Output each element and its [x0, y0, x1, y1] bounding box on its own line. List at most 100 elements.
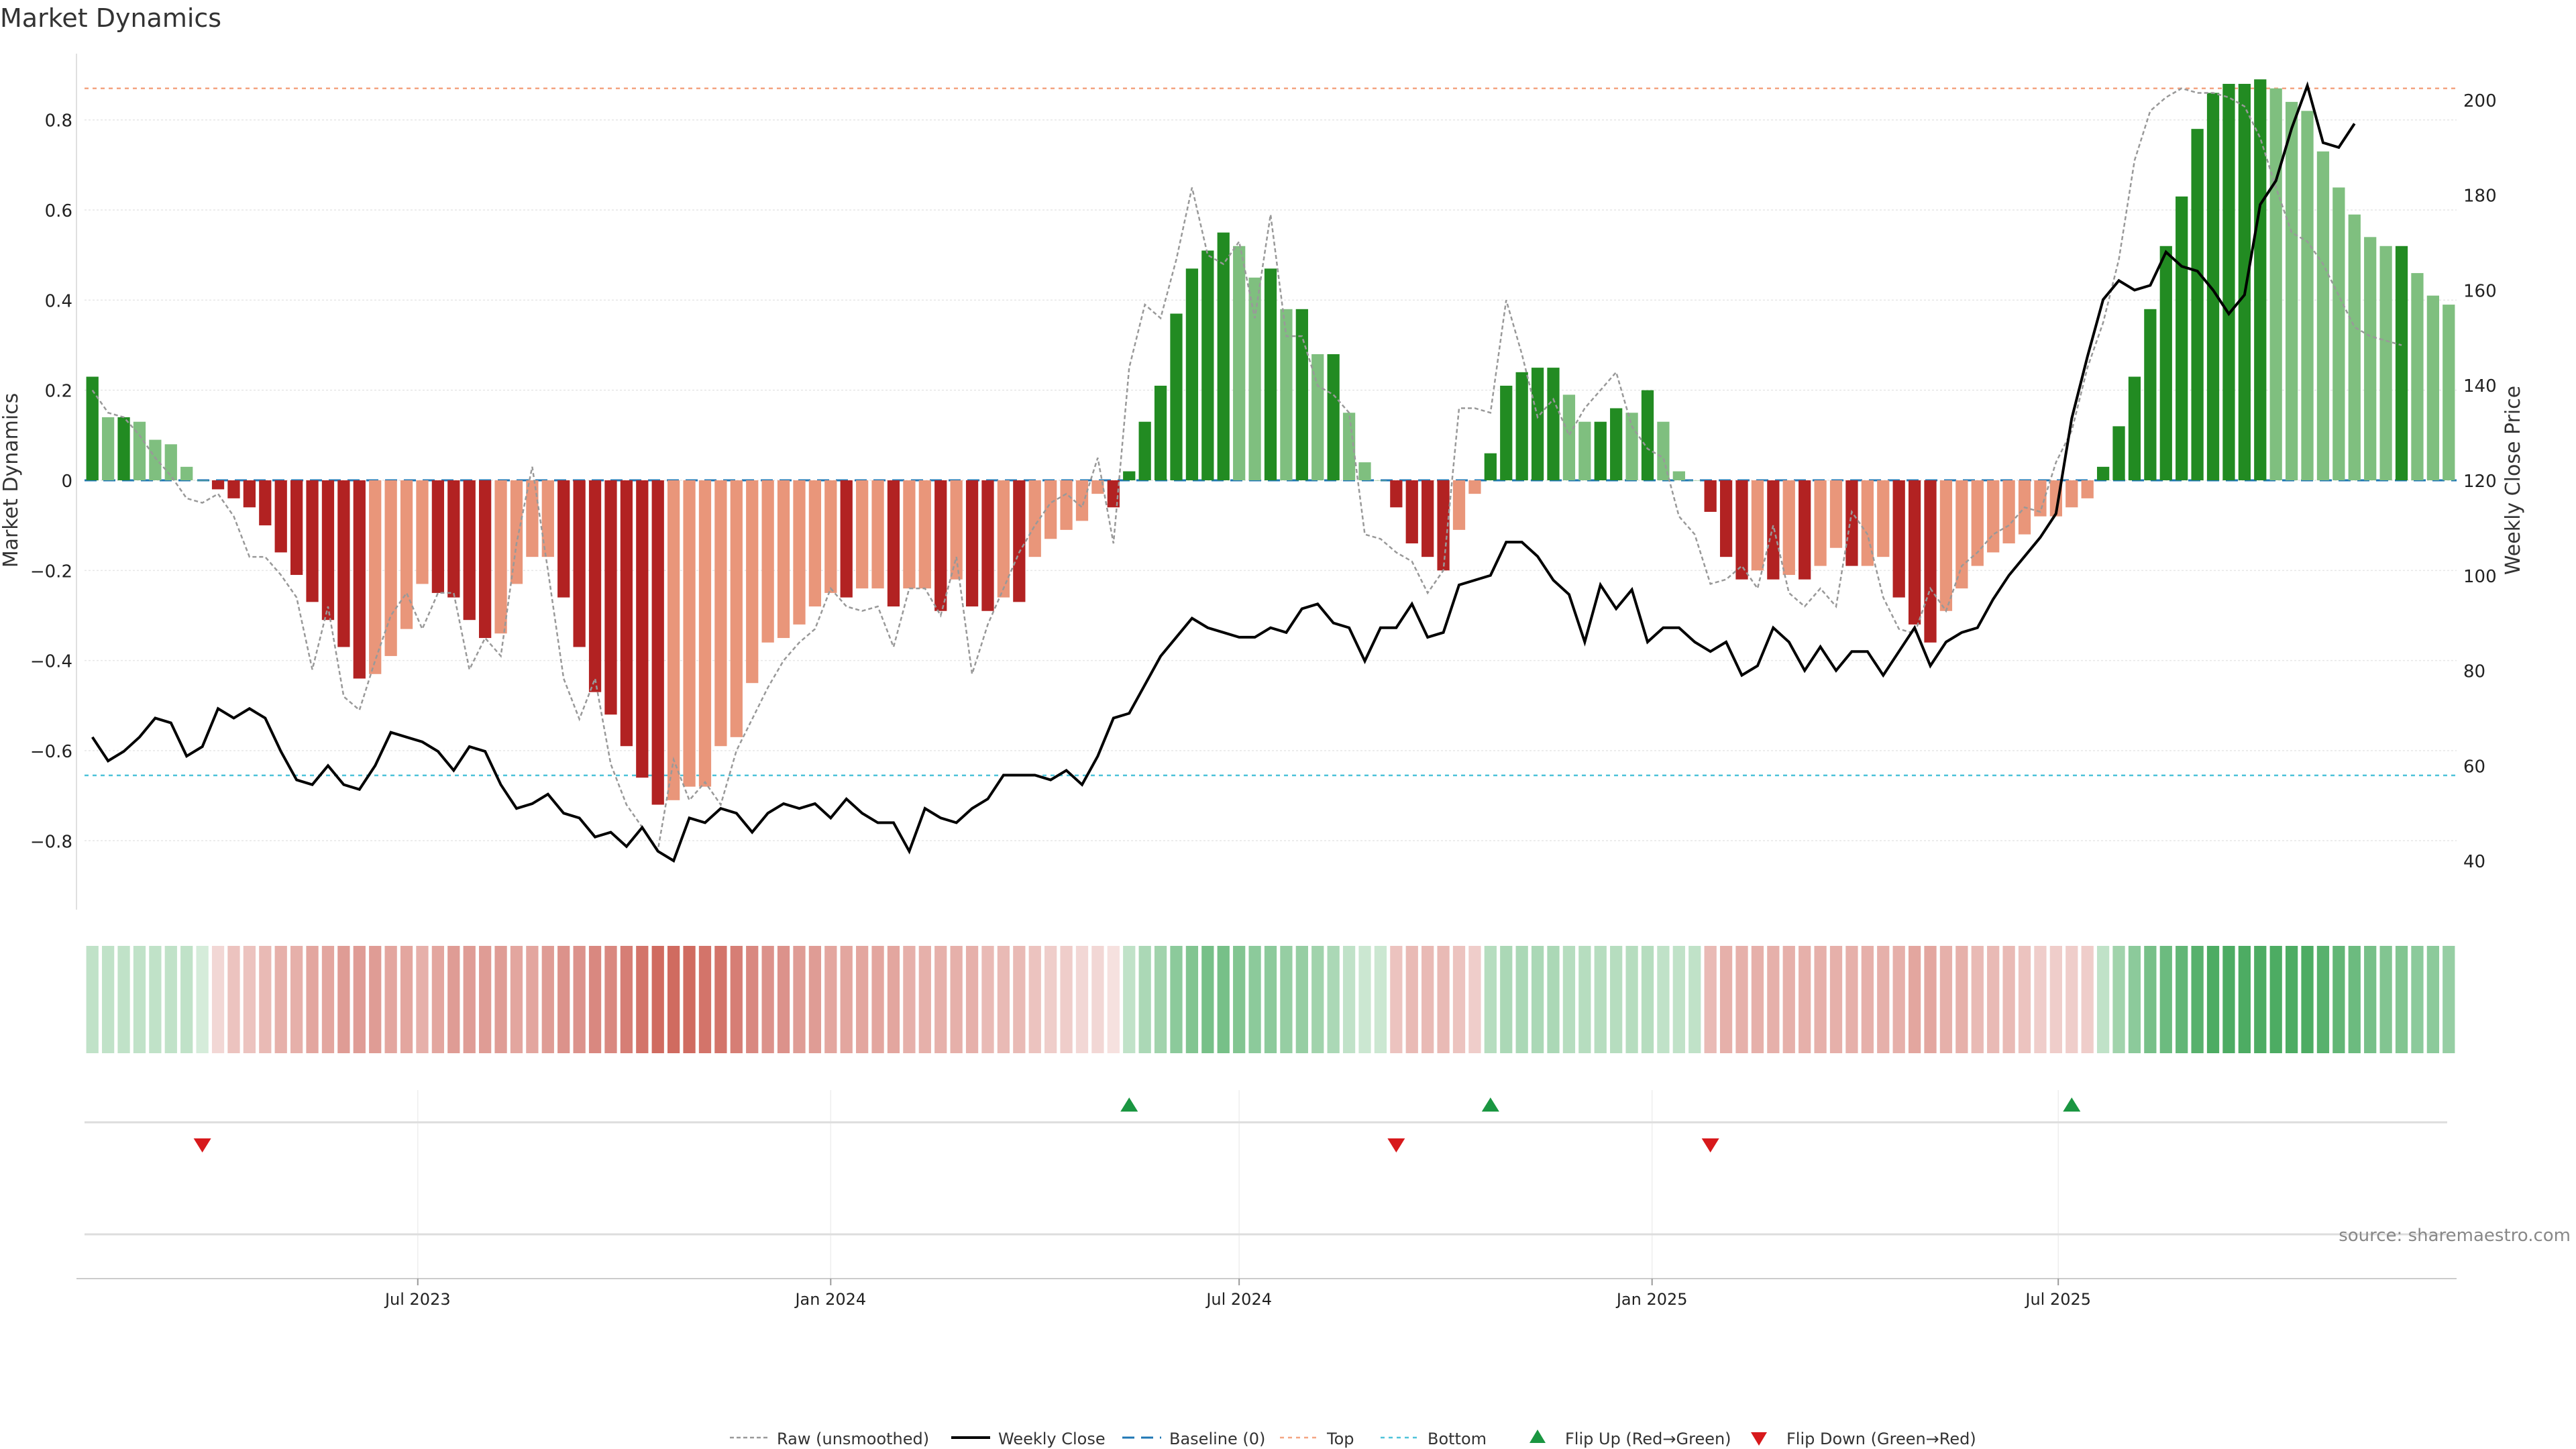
strength-cell [2285, 946, 2298, 1053]
source-note: source: sharemaestro.com [2339, 1226, 2571, 1246]
momentum-bar [2316, 151, 2330, 480]
strength-cell [824, 946, 837, 1053]
x-tick-label: Jan 2025 [1615, 1290, 1688, 1309]
x-tick-label: Jan 2024 [794, 1290, 866, 1309]
legend-label: Bottom [1428, 1430, 1487, 1448]
strength-cell [698, 946, 712, 1053]
strength-cell [1170, 946, 1183, 1053]
strength-cell [761, 946, 774, 1053]
strength-cell [2395, 946, 2408, 1053]
strength-cell [416, 946, 429, 1053]
strength-cell [431, 946, 445, 1053]
momentum-bar [1342, 413, 1356, 480]
strength-cell [1861, 946, 1874, 1053]
momentum-bar [1374, 480, 1387, 481]
y-tick-right: 80 [2463, 662, 2485, 682]
momentum-bar [2191, 129, 2204, 480]
y-tick-right: 160 [2463, 281, 2497, 301]
strength-cell [400, 946, 413, 1053]
strength-cell [1892, 946, 1905, 1053]
momentum-bar [1185, 268, 1199, 480]
y-tick-left: 0.8 [45, 111, 72, 131]
strength-cell [133, 946, 146, 1053]
strength-cell [1799, 946, 1811, 1053]
momentum-bar [1829, 480, 1843, 548]
momentum-bar [1107, 480, 1120, 508]
momentum-bar [1578, 421, 1591, 480]
momentum-bar [2285, 101, 2298, 481]
momentum-bar [164, 444, 177, 480]
momentum-bar [101, 417, 115, 480]
strength-cell [620, 946, 633, 1053]
momentum-bars [86, 79, 2455, 805]
strength-cell [2206, 946, 2220, 1053]
momentum-bar [1845, 480, 1858, 566]
strength-cell [2112, 946, 2125, 1053]
strength-cell [2411, 946, 2424, 1053]
momentum-bar [667, 480, 680, 800]
strength-cell [1845, 946, 1858, 1053]
strength-cell [1515, 946, 1528, 1053]
momentum-bar [1264, 268, 1277, 480]
strength-cell [2191, 946, 2204, 1053]
strength-cell [1138, 946, 1151, 1053]
strength-cell [117, 946, 130, 1053]
strength-cell [1610, 946, 1623, 1053]
strength-cell [2348, 946, 2361, 1053]
strength-cell [730, 946, 743, 1053]
strength-cell [2364, 946, 2377, 1053]
legend-label: Baseline (0) [1169, 1430, 1265, 1448]
momentum-bar [1735, 480, 1748, 580]
strength-cell [2034, 946, 2047, 1053]
x-tick-label: Jul 2024 [1205, 1290, 1272, 1309]
strength-cell [1814, 946, 1827, 1053]
momentum-bar [1013, 480, 1026, 602]
strength-cell [1154, 946, 1167, 1053]
strength-cell [479, 946, 492, 1053]
momentum-bar [2096, 466, 2110, 480]
momentum-bar [636, 480, 649, 778]
momentum-bar [2159, 246, 2172, 480]
momentum-bar [573, 480, 586, 647]
strength-strip [86, 946, 2455, 1053]
raw-line [91, 87, 2402, 852]
strength-cell [2316, 946, 2330, 1053]
strength-cell [353, 946, 366, 1053]
momentum-bar [1751, 480, 1764, 571]
legend-label: Flip Up (Red→Green) [1565, 1430, 1731, 1448]
strength-cell [1547, 946, 1560, 1053]
strength-cell [2222, 946, 2235, 1053]
chart-title: Market Dynamics [0, 3, 221, 33]
strength-cell [1107, 946, 1120, 1053]
momentum-bar [196, 480, 209, 481]
y-tick-left: 0.6 [45, 201, 72, 221]
strength-cell [1233, 946, 1246, 1053]
momentum-bar [1123, 471, 1136, 480]
momentum-bar [2411, 273, 2424, 480]
strength-cell [1877, 946, 1890, 1053]
strength-cell [274, 946, 287, 1053]
strength-cell [2018, 946, 2031, 1053]
strength-cell [2065, 946, 2078, 1053]
momentum-bar [2112, 426, 2125, 480]
strength-cell [997, 946, 1010, 1053]
momentum-bar [2222, 84, 2235, 481]
strength-cell [1405, 946, 1418, 1053]
strength-cell [164, 946, 177, 1053]
momentum-bar [1201, 250, 1214, 480]
strength-cell [1075, 946, 1089, 1053]
momentum-bar [1217, 232, 1230, 480]
y-tick-left: 0.2 [45, 382, 72, 402]
momentum-bar [1421, 480, 1434, 557]
strength-cell [1421, 946, 1434, 1053]
strength-cell [101, 946, 115, 1053]
momentum-bar [526, 480, 539, 557]
momentum-bar [683, 480, 696, 787]
strength-cell [1327, 946, 1340, 1053]
flip-down-marker [1387, 1138, 1405, 1152]
strength-cell [1688, 946, 1701, 1053]
strength-cell [259, 946, 272, 1053]
strength-cell [2144, 946, 2157, 1053]
momentum-bar [2332, 187, 2345, 480]
momentum-bar [2128, 376, 2141, 480]
